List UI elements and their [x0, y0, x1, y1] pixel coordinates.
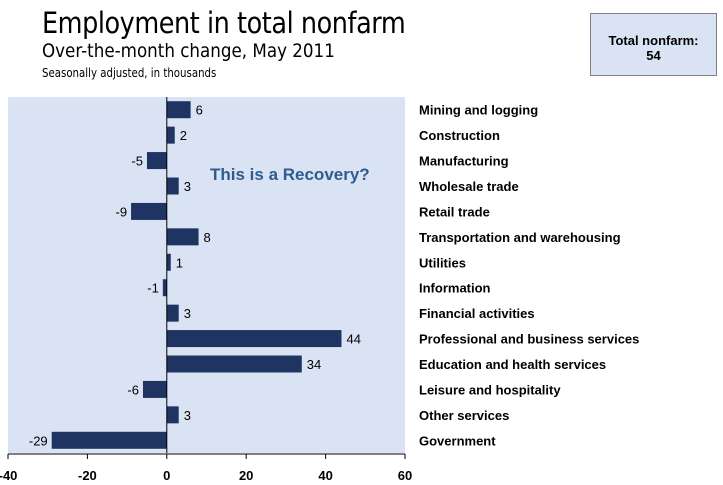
bar	[166, 355, 302, 373]
category-label: Utilities	[419, 255, 466, 270]
x-tick-label: 40	[318, 468, 332, 483]
category-label: Information	[419, 281, 491, 296]
category-label: Other services	[419, 408, 509, 423]
data-label: -1	[147, 281, 159, 296]
category-label: Government	[419, 433, 496, 448]
data-label: 8	[204, 230, 211, 245]
x-tick-label: -20	[78, 468, 97, 483]
data-label: 3	[184, 179, 191, 194]
data-label: 1	[176, 255, 183, 270]
bar	[166, 330, 342, 348]
category-label: Professional and business services	[419, 332, 639, 347]
bar	[166, 126, 175, 144]
total-label: Total nonfarm:	[608, 33, 699, 48]
total-nonfarm-box: Total nonfarm: 54	[590, 13, 717, 76]
data-label: 34	[307, 357, 321, 372]
category-label: Retail trade	[419, 204, 490, 219]
category-label: Education and health services	[419, 357, 606, 372]
category-label: Leisure and hospitality	[419, 382, 561, 397]
x-tick-label: 60	[398, 468, 412, 483]
bar	[131, 202, 167, 220]
total-value: 54	[646, 48, 661, 63]
x-tick-label: 20	[239, 468, 253, 483]
data-label: -29	[29, 433, 48, 448]
data-label: -6	[127, 382, 139, 397]
data-label: -9	[116, 204, 128, 219]
chart-note: Seasonally adjusted, in thousands	[42, 66, 217, 80]
bar	[166, 406, 179, 424]
bar	[166, 101, 191, 119]
category-label: Wholesale trade	[419, 179, 519, 194]
category-label: Construction	[419, 128, 500, 143]
bar	[166, 228, 199, 246]
annotation: This is a Recovery?	[210, 165, 370, 184]
data-label: 3	[184, 306, 191, 321]
x-tick-label: 0	[163, 468, 170, 483]
bar	[166, 253, 171, 271]
bar	[142, 380, 167, 398]
data-label: -5	[131, 154, 143, 169]
category-label: Manufacturing	[419, 154, 509, 169]
data-label: 2	[180, 128, 187, 143]
chart-title: Employment in total nonfarm	[42, 6, 406, 40]
chart-subtitle: Over-the-month change, May 2011	[42, 40, 335, 62]
data-label: 3	[184, 408, 191, 423]
category-label: Mining and logging	[419, 103, 538, 118]
bar	[51, 431, 167, 449]
category-label: Transportation and warehousing	[419, 230, 621, 245]
category-label: Financial activities	[419, 306, 535, 321]
bar	[166, 177, 179, 195]
bar	[166, 304, 179, 322]
data-label: 6	[196, 103, 203, 118]
plot-area	[8, 97, 405, 453]
x-tick-label: -40	[0, 468, 17, 483]
bar	[162, 279, 167, 297]
bar	[146, 152, 167, 170]
data-label: 44	[346, 332, 360, 347]
